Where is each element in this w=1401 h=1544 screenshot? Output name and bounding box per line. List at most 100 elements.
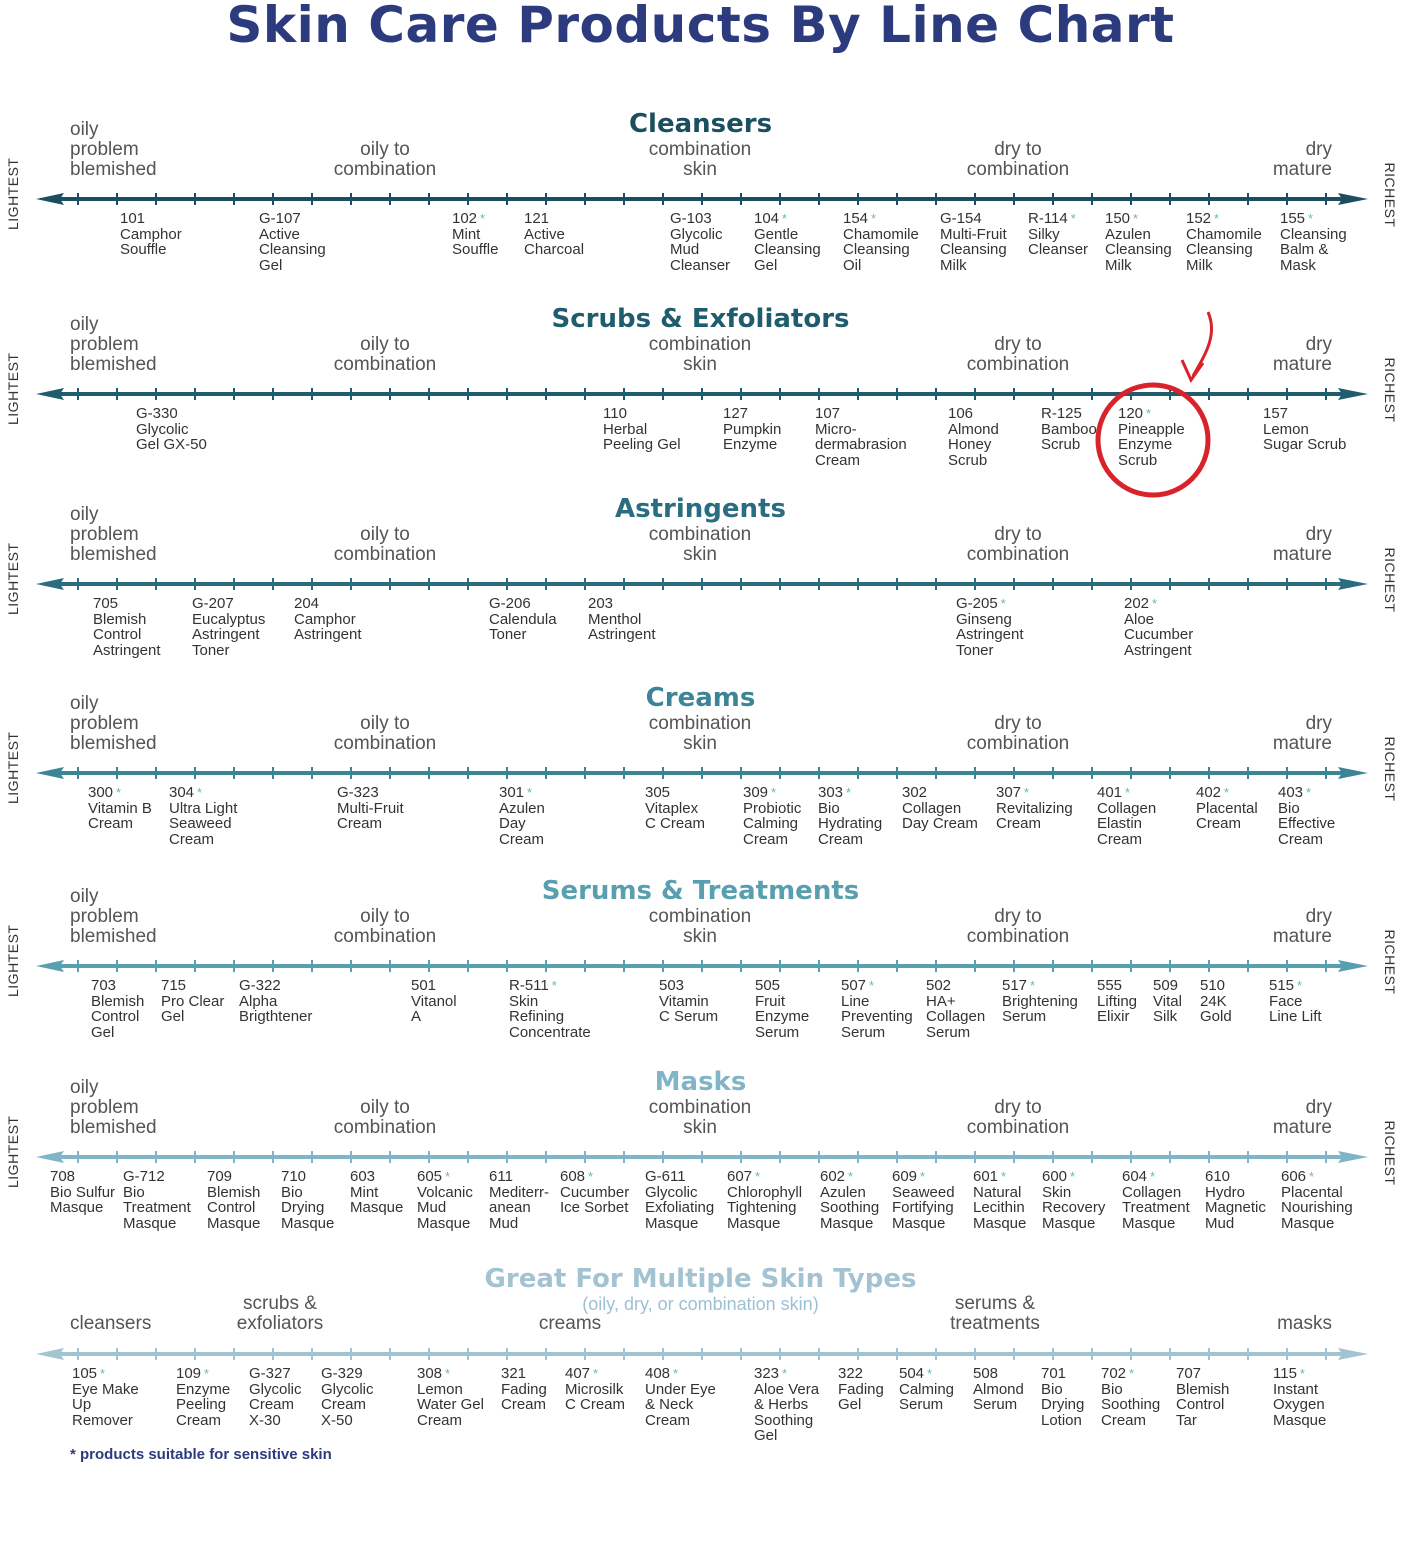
product-name: Placental Nourishing Masque [1281, 1183, 1353, 1232]
product-code: 710 [281, 1168, 307, 1185]
product-name: Brightening Serum [1002, 992, 1078, 1026]
axis-tick [545, 960, 547, 972]
product-item: 204 Camphor Astringent [294, 596, 362, 643]
axis-bar [50, 1155, 1350, 1159]
product-name: Revitalizing Cream [996, 799, 1073, 833]
axis-tick [428, 1151, 430, 1163]
sensitive-skin-marker: * [204, 1366, 210, 1381]
product-name: Fading Gel [838, 1380, 884, 1414]
richest-label: RICHEST [1382, 357, 1398, 423]
axis-tick [77, 578, 79, 590]
product-name: Calming Serum [899, 1380, 955, 1414]
axis-tick [389, 388, 391, 400]
axis-tick [545, 767, 547, 779]
product-item: 707 Blemish Control Tar [1176, 1366, 1229, 1428]
product-code: 322 [838, 1365, 864, 1382]
product-item: G-330 Glycolic Gel GX-50 [136, 406, 207, 453]
product-name: Placental Cream [1196, 799, 1258, 833]
product-name: Mint Masque [350, 1183, 404, 1217]
axis-tick [974, 1348, 976, 1360]
product-item: 109 * Enzyme Peeling Cream [176, 1366, 230, 1428]
sensitive-skin-marker: * [1146, 406, 1152, 421]
product-code: G-329 [321, 1365, 363, 1382]
product-item: 609 * Seaweed Fortifying Masque [892, 1169, 955, 1231]
product-code: 106 [948, 405, 974, 422]
product-item: 610 Hydro Magnetic Mud [1205, 1169, 1266, 1231]
product-item: 608 * Cucumber Ice Sorbet [560, 1169, 629, 1216]
sensitive-skin-marker: * [869, 978, 875, 993]
category-label-scrubs: scrubs & exfoliators [236, 1293, 324, 1334]
axis-tick [740, 767, 742, 779]
product-name: Alpha Brigthtener [239, 992, 313, 1026]
axis-tick [1013, 1348, 1015, 1360]
product-item: 307 * Revitalizing Cream [996, 785, 1073, 832]
product-code: 600 [1042, 1168, 1068, 1185]
product-code: 309 [743, 784, 769, 801]
sensitive-skin-marker: * [551, 978, 557, 993]
axis-tick [155, 767, 157, 779]
product-name: Active Cleansing Gel [259, 225, 326, 274]
axis-tick [779, 960, 781, 972]
axis-tick [662, 388, 664, 400]
axis-tick [116, 388, 118, 400]
product-code: 601 [973, 1168, 999, 1185]
product-name: Almond Serum [973, 1380, 1024, 1414]
product-name: Chamomile Cleansing Milk [1186, 225, 1262, 274]
product-code: 715 [161, 977, 187, 994]
section-serums-treatments: Serums & Treatments oily problem blemishe… [0, 876, 1401, 1156]
axis-tick [1247, 960, 1249, 972]
section-cleansers: Cleansers oily problem blemished oily to c… [0, 109, 1401, 389]
product-code: 707 [1176, 1365, 1202, 1382]
product-code: 305 [645, 784, 671, 801]
product-code: 611 [489, 1168, 513, 1185]
axis-tick [1130, 578, 1132, 590]
product-code: 605 [417, 1168, 443, 1185]
axis-tick [506, 1151, 508, 1163]
product-name: Fruit Enzyme Serum [755, 992, 810, 1041]
richest-label: RICHEST [1382, 162, 1398, 228]
product-name: Bio Drying Lotion [1041, 1380, 1085, 1429]
product-item: R-511 * Skin Refining Concentrate [509, 978, 591, 1040]
product-item: 309 * Probiotic Calming Cream [743, 785, 801, 847]
product-name: Blemish Control Masque [207, 1183, 261, 1232]
axis-tick [1013, 1151, 1015, 1163]
section-subtitle: (oily, dry, or combination skin) [582, 1294, 819, 1314]
axis-tick [77, 1151, 79, 1163]
axis-tick [1169, 1151, 1171, 1163]
product-item: 152 * Chamomile Cleansing Milk [1186, 211, 1262, 273]
category-label-cleansers: cleansers [70, 1313, 152, 1334]
sensitive-skin-marker: * [1070, 1169, 1076, 1184]
product-code: 101 [120, 210, 146, 227]
product-name: Azulen Day Cream [499, 799, 545, 848]
sensitive-skin-marker: * [1150, 1169, 1156, 1184]
axis-tick [1208, 1151, 1210, 1163]
axis-tick [233, 578, 235, 590]
axis-tick [311, 767, 313, 779]
sensitive-skin-marker: * [782, 1366, 788, 1381]
product-item: 504 * Calming Serum [899, 1366, 954, 1413]
axis-tick [272, 767, 274, 779]
axis-tick [1286, 193, 1288, 205]
product-name: Hydro Magnetic Mud [1205, 1183, 1266, 1232]
axis-tick [428, 193, 430, 205]
product-code: G-154 [940, 210, 982, 227]
axis-tick [701, 767, 703, 779]
axis-tick [1247, 1151, 1249, 1163]
axis-tick [1130, 1151, 1132, 1163]
axis-tick [584, 1348, 586, 1360]
axis-tick [857, 193, 859, 205]
axis-tick [155, 960, 157, 972]
axis-tick [116, 578, 118, 590]
axis-tick [1169, 1348, 1171, 1360]
product-code: 402 [1196, 784, 1222, 801]
axis-tick [1130, 388, 1132, 400]
axis-tick [701, 193, 703, 205]
product-code: 709 [207, 1168, 233, 1185]
product-item: G-327 Glycolic Cream X-30 [249, 1366, 302, 1428]
skin-type-dry-combination: dry to combination [966, 713, 1070, 754]
product-code: 603 [350, 1168, 376, 1185]
axis-tick [701, 1348, 703, 1360]
axis-tick [584, 1151, 586, 1163]
sensitive-skin-marker: * [445, 1169, 451, 1184]
product-name: Instant Oxygen Masque [1273, 1380, 1327, 1429]
